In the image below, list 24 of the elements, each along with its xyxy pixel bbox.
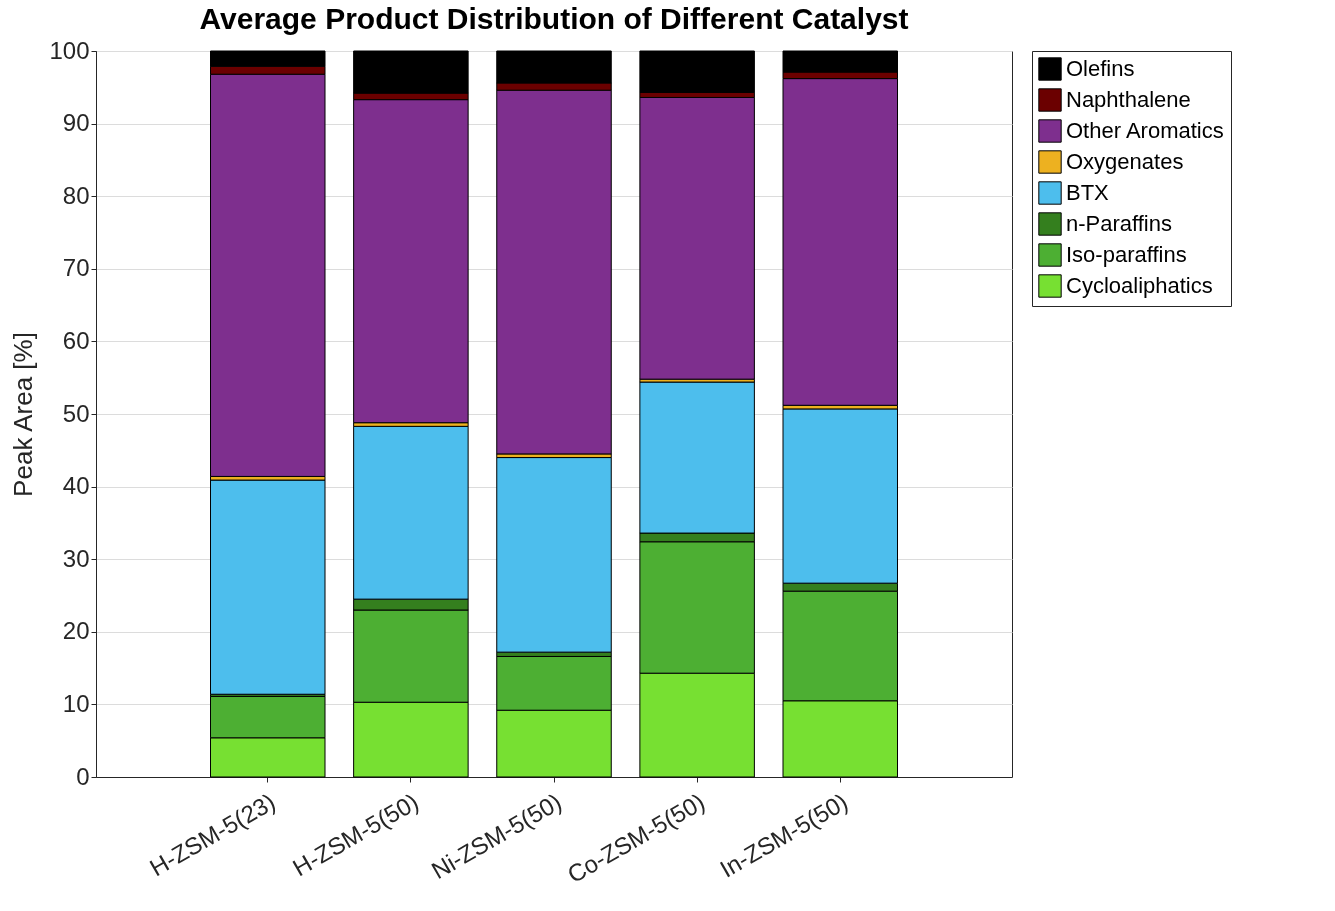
bar [210, 479, 326, 695]
y-tick-label: 60 [62, 326, 90, 354]
chart-title: Average Product Distribution of Different Catalyst [199, 2, 909, 35]
y-tick-label: 10 [62, 689, 90, 717]
y-tick-label: 50 [62, 399, 90, 427]
legend-label: Naphthalene [1066, 87, 1191, 112]
y-tick-label: 80 [62, 181, 90, 209]
bar [496, 457, 612, 653]
legend-label: n-Paraffins [1066, 211, 1172, 236]
y-tick-label: 100 [49, 36, 90, 64]
legend-label: Iso-paraffins [1066, 242, 1187, 267]
y-axis-title: Peak Area [%] [8, 332, 39, 497]
y-tick-label: 20 [62, 617, 90, 645]
legend-label: Cycloaliphatics [1066, 273, 1213, 298]
y-tick-label: 90 [62, 109, 90, 137]
legend-label: Olefins [1066, 56, 1135, 81]
y-tick-label: 0 [76, 762, 90, 790]
legend-label: BTX [1066, 180, 1110, 205]
y-tick-label: 70 [62, 254, 90, 282]
y-tick-label: 30 [62, 544, 90, 572]
bar [639, 96, 755, 380]
y-tick-label: 40 [62, 472, 90, 500]
legend-label: Oxygenates [1066, 149, 1184, 174]
legend-label: Other Aromatics [1066, 118, 1224, 143]
